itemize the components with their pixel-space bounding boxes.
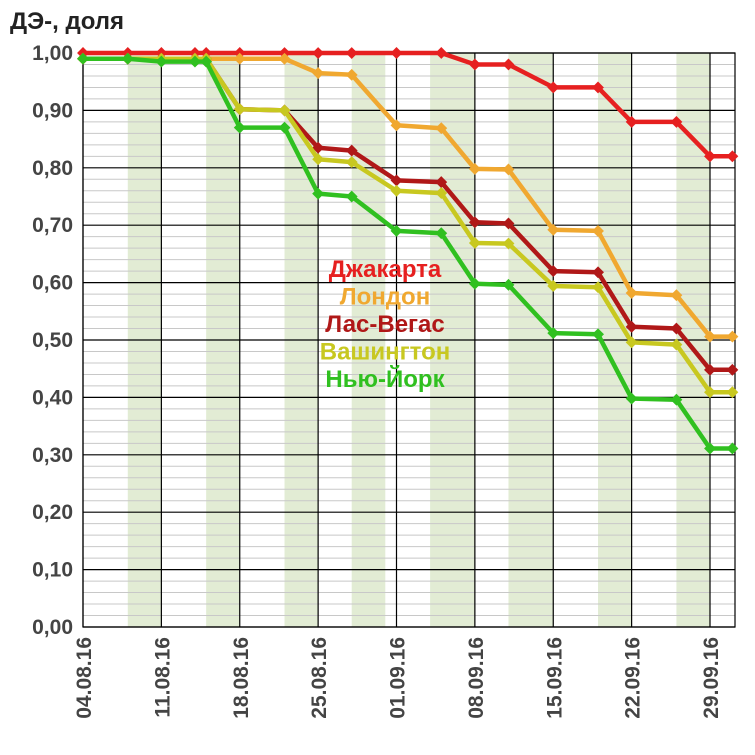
series-marker [592,281,604,294]
series-marker [121,52,134,65]
y-tick-label: 0,30 [32,444,73,467]
x-tick-label: 15.09.16 [543,637,566,719]
series-4 [77,52,739,455]
series-marker [726,150,739,163]
y-tick-label: 0,90 [32,99,73,122]
x-tick-label: 22.09.16 [622,637,645,719]
series-marker [502,217,515,230]
series-marker [625,336,638,349]
series-marker [670,289,683,302]
x-axis-ticks: 04.08.16 11.08.16 18.08.16 25.08.16 01.09.16… [73,637,723,719]
y-tick-label: 0,80 [32,157,73,180]
series-marker [233,121,246,134]
y-tick-label: 0,00 [32,616,73,639]
series-marker [704,330,716,343]
series-marker [726,386,739,399]
x-tick-label: 18.08.16 [230,637,253,719]
y-tick-label: 0,10 [32,559,73,582]
minor-gridlines [83,63,735,617]
series-marker [726,330,739,343]
series-marker [345,144,358,157]
x-tick-label: 08.09.16 [465,637,488,719]
x-tick-label: 11.08.16 [151,637,174,718]
series-marker [77,52,89,65]
y-tick-label: 0,40 [32,386,73,409]
series-marker [625,287,638,299]
series-marker [502,163,515,176]
series-marker [390,174,403,187]
series-marker [547,265,560,278]
series-marker [233,103,246,116]
x-tick-label: 04.08.16 [73,637,96,719]
series-line [80,50,735,159]
x-tick-label: 01.09.16 [387,637,410,719]
y-tick-label: 1,00 [32,42,73,65]
series-marker [704,442,716,455]
legend-entry-4: Нью-Йорк [325,365,445,393]
series-marker [390,47,403,59]
legend-entry-2: Лас-Вегас [325,311,445,338]
series-marker [547,280,560,292]
series-lines [77,47,739,455]
y-tick-label: 0,60 [32,272,73,295]
y-tick-label: 0,20 [32,501,73,524]
series-marker [592,225,604,237]
series-marker [625,392,638,405]
legend-entry-1: Лондон [340,284,430,311]
y-tick-label: 0,50 [32,329,73,352]
series-marker [502,278,515,291]
series-marker [502,237,515,250]
y-tick-label: 0,70 [32,214,73,237]
legend-entry-0: Джакарта [329,256,442,283]
series-marker [278,104,291,117]
y-axis-ticks: 0,00 0,10 0,20 0,30 0,40 0,50 0,60 0,70 0,80 0,90… [32,42,73,639]
series-marker [468,58,481,71]
series-marker [726,442,739,455]
series-marker [726,363,739,376]
series-marker [670,322,683,335]
legend-entry-3: Вашингтон [320,339,451,366]
x-tick-label: 25.08.16 [308,637,331,719]
chart-title: ДЭ-, доля [10,8,124,35]
series-marker [233,52,246,65]
series-marker [704,386,716,399]
series-marker [189,55,201,68]
x-tick-label: 29.09.16 [700,637,723,719]
series-marker [625,320,638,333]
series-marker [547,327,560,340]
series-marker [312,187,325,200]
series-marker [670,393,683,406]
